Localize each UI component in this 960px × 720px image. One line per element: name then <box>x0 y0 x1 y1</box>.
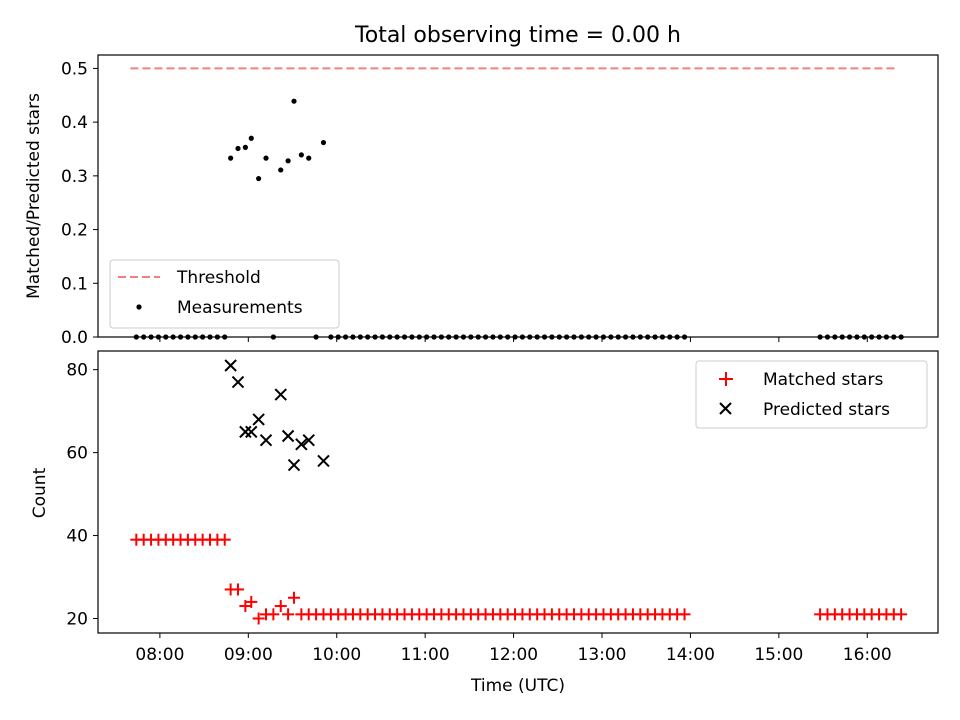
bottom-x-tick-label: 09:00 <box>224 645 273 665</box>
predicted-star-stroke <box>274 388 287 401</box>
predicted-star-stroke <box>224 359 237 372</box>
legend-predicted-label: Predicted stars <box>763 400 890 420</box>
predicted-star-stroke <box>302 433 315 447</box>
top-y-axis: 0.0 0.1 0.2 0.3 0.4 0.5 <box>61 59 98 348</box>
predicted-star-point <box>317 454 330 468</box>
measurement-point <box>320 139 327 146</box>
matched-star-point <box>895 608 908 621</box>
bottom-y-tick-label: 20 <box>66 609 88 629</box>
measurement-point <box>291 98 297 104</box>
matched-star-point <box>232 583 244 596</box>
legend-threshold-label: Threshold <box>176 268 261 288</box>
bottom-y-tick-label: 40 <box>66 527 88 547</box>
measurement-point <box>306 155 312 161</box>
predicted-star-stroke <box>245 425 258 439</box>
bottom-x-tick-label: 15:00 <box>754 645 803 665</box>
bottom-x-axis-label: Time (UTC) <box>470 676 565 696</box>
measurement-point <box>263 155 269 161</box>
legend-measurements-label: Measurements <box>177 298 303 318</box>
bottom-x-tick-label: 10:00 <box>312 645 361 665</box>
predicted-star-point <box>231 375 245 389</box>
bottom-x-tick-label: 13:00 <box>578 645 627 665</box>
measurement-point <box>256 175 262 182</box>
matched-star-point <box>282 608 295 621</box>
measurement-point <box>235 145 241 152</box>
predicted-star-point <box>302 433 315 447</box>
predicted-star-point <box>274 388 287 401</box>
predicted-star-point <box>239 425 252 439</box>
predicted-star-point <box>259 433 273 447</box>
legend-matched-label: Matched stars <box>763 370 883 390</box>
bottom-y-axis: 20 40 60 80 <box>66 361 98 629</box>
legend-predicted-swatch <box>719 402 732 415</box>
bottom-plot-frame <box>97 350 939 634</box>
matched-star-point <box>252 612 265 625</box>
top-y-axis-label: Matched/Predicted stars <box>24 93 44 299</box>
bottom-x-axis: 08:00 09:00 10:00 11:00 12:00 13:00 14:00 15:00… <box>135 633 892 665</box>
bottom-legend: Matched stars Predicted stars <box>695 360 928 429</box>
bottom-x-tick-label: 11:00 <box>401 645 450 665</box>
predicted-star-point <box>295 438 308 451</box>
matched-stars-layer <box>130 533 908 625</box>
bottom-panel: 20 40 60 80 08:00 09:00 10:00 11:00 12:00 13:00 1… <box>30 350 939 696</box>
bottom-y-tick-label: 80 <box>66 361 88 381</box>
top-panel: 0.0 0.1 0.2 0.3 0.4 0.5 Matched/Predicted sta… <box>24 54 939 348</box>
bottom-y-axis-label: Count <box>30 467 50 518</box>
matched-star-point <box>274 600 287 613</box>
predicted-star-point <box>281 429 295 443</box>
top-legend-box <box>109 259 340 329</box>
measurement-point <box>285 158 291 164</box>
predicted-star-stroke <box>281 429 295 443</box>
top-legend: Threshold Measurements <box>109 259 340 329</box>
predicted-star-stroke <box>252 413 265 426</box>
matched-star-point <box>288 591 300 604</box>
bottom-x-tick-label: 08:00 <box>135 645 184 665</box>
predicted-star-stroke <box>317 454 330 468</box>
top-y-tick-label: 0.3 <box>61 167 88 187</box>
predicted-star-stroke <box>287 458 301 472</box>
measurement-point <box>228 155 234 161</box>
bottom-legend-box <box>695 360 928 429</box>
matched-star-point <box>245 595 258 608</box>
predicted-star-point <box>224 359 237 372</box>
top-y-tick-label: 0.0 <box>61 328 88 348</box>
legend-matched-swatch <box>719 372 733 386</box>
predicted-star-stroke <box>239 425 252 439</box>
legend-measurements-swatch <box>136 304 142 310</box>
top-plot-frame <box>97 54 939 338</box>
top-y-tick-label: 0.1 <box>61 274 88 294</box>
predicted-star-stroke <box>259 433 273 447</box>
predicted-star-stroke <box>231 375 245 389</box>
bottom-x-tick-label: 14:00 <box>666 645 715 665</box>
matched-star-point <box>267 608 280 621</box>
bottom-x-tick-label: 12:00 <box>489 645 538 665</box>
predicted-star-point <box>252 413 265 426</box>
bottom-y-tick-label: 60 <box>66 444 88 464</box>
bottom-x-tick-label: 16:00 <box>843 645 892 665</box>
predicted-star-stroke <box>295 438 308 451</box>
predicted-star-point <box>287 458 301 472</box>
predicted-star-point <box>245 425 258 439</box>
chart-title: Total observing time = 0.00 h <box>354 23 681 48</box>
matched-star-point <box>218 533 231 546</box>
top-y-tick-label: 0.5 <box>61 59 88 79</box>
measurement-point <box>248 135 254 141</box>
top-y-tick-label: 0.2 <box>61 221 88 241</box>
predicted-stars-layer <box>224 359 330 472</box>
measurement-point <box>278 167 284 173</box>
measurement-point <box>242 144 248 150</box>
matched-star-point <box>678 608 691 621</box>
top-y-tick-label: 0.4 <box>61 113 88 133</box>
measurement-point <box>298 152 304 158</box>
